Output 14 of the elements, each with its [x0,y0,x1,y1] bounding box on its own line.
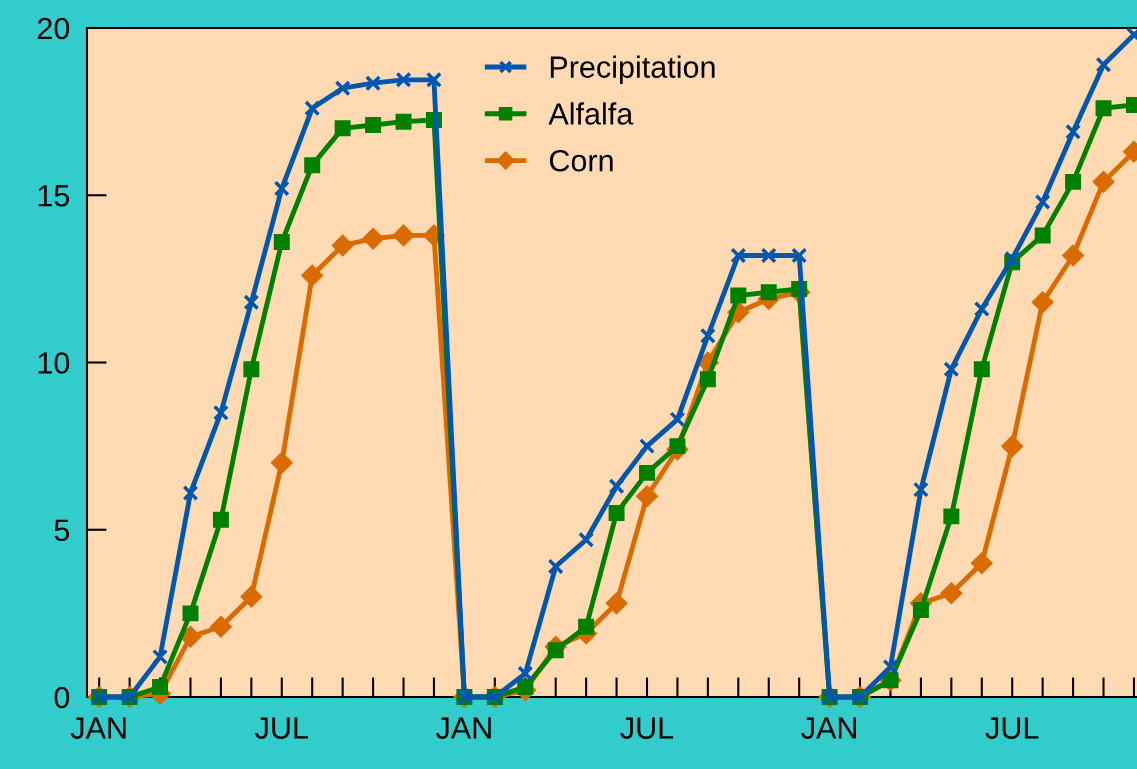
legend-label: Alfalfa [548,102,634,125]
legend-label: Corn [549,149,613,172]
y-tick-label: 15 [38,185,70,207]
x-tick-label: JUL [620,717,674,739]
y-tick-label: 10 [38,352,70,374]
x-tick-label: JUL [985,717,1039,739]
x-tick-label: JAN [436,717,491,739]
x-tick-label: JUL [255,717,308,739]
x-tick-label: JAN [801,717,856,739]
legend-label: Precipitation [550,55,715,84]
x-tick-label: JAN [70,717,126,739]
y-tick-label: 20 [37,17,70,40]
y-tick-label: 5 [54,519,70,542]
y-tick-label: 0 [54,686,70,709]
